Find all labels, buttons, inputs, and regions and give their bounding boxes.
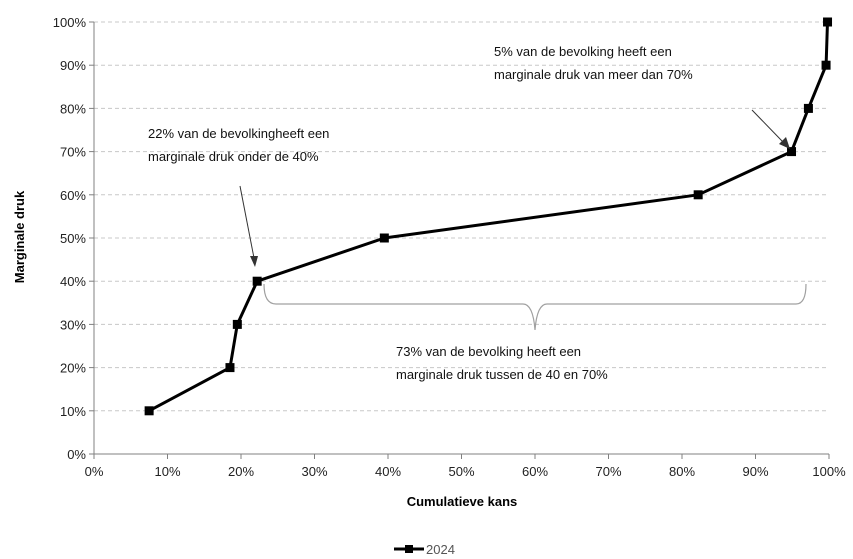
y-tick-label: 40%: [60, 274, 86, 289]
data-point: [252, 276, 262, 286]
data-point: [225, 363, 235, 373]
data-point: [787, 147, 797, 157]
annotation-brace: [263, 283, 807, 331]
annotation-low-line-1: 22% van de bevolkingheeft een: [148, 126, 329, 141]
data-point: [823, 17, 833, 27]
data-point: [693, 190, 703, 200]
x-tick-label: 10%: [154, 464, 180, 479]
y-tick-label: 30%: [60, 317, 86, 332]
annotation-high-arrowhead: [779, 137, 790, 149]
y-tick-labels: 0% 10% 20% 30% 40% 50% 60% 70% 80% 90% 100%: [53, 15, 87, 462]
y-axis-title: Marginale druk: [12, 190, 27, 283]
data-point: [144, 406, 154, 416]
series-2024: [144, 17, 833, 416]
series-line: [148, 21, 829, 413]
y-tick-label: 60%: [60, 188, 86, 203]
x-tick-label: 90%: [742, 464, 768, 479]
y-tick-label: 10%: [60, 404, 86, 419]
annotation-middle-line-1: 73% van de bevolking heeft een: [396, 344, 581, 359]
data-point: [379, 233, 389, 243]
y-tick-label: 80%: [60, 101, 86, 116]
x-tick-label: 80%: [669, 464, 695, 479]
annotation-middle: 73% van de bevolking heeft een marginale…: [263, 283, 807, 382]
x-tick-label: 60%: [522, 464, 548, 479]
x-tick-label: 30%: [301, 464, 327, 479]
x-tick-label: 0%: [85, 464, 104, 479]
y-tick-label: 70%: [60, 145, 86, 160]
annotation-high-arrow: [751, 109, 784, 143]
legend: 2024: [394, 542, 455, 557]
axes: [89, 21, 830, 459]
x-tick-labels: 0% 10% 20% 30% 40% 50% 60% 70% 80% 90% 100%: [85, 464, 846, 479]
y-tick-label: 50%: [60, 231, 86, 246]
y-tick-label: 20%: [60, 361, 86, 376]
annotation-high: 5% van de bevolking heeft een marginale …: [494, 44, 790, 149]
annotation-low-arrow: [239, 185, 255, 259]
x-tick-label: 70%: [595, 464, 621, 479]
x-tick-label: 50%: [448, 464, 474, 479]
y-tick-label: 90%: [60, 58, 86, 73]
x-tick-label: 40%: [375, 464, 401, 479]
data-point: [232, 319, 242, 329]
annotation-middle-line-2: marginale druk tussen de 40 en 70%: [396, 367, 608, 382]
x-tick-label: 100%: [812, 464, 846, 479]
annotation-low-line-2: marginale druk onder de 40%: [148, 149, 319, 164]
gridlines: [94, 21, 829, 412]
y-tick-label: 0%: [67, 447, 86, 462]
annotation-high-line-2: marginale druk van meer dan 70%: [494, 67, 693, 82]
annotation-low-arrowhead: [250, 256, 258, 267]
x-tick-label: 20%: [228, 464, 254, 479]
y-tick-label: 100%: [53, 15, 87, 30]
annotation-low: 22% van de bevolkingheeft een marginale …: [148, 126, 329, 267]
annotation-high-line-1: 5% van de bevolking heeft een: [494, 44, 672, 59]
data-point: [803, 103, 813, 113]
legend-marker: [405, 545, 413, 553]
x-axis-title: Cumulatieve kans: [407, 494, 518, 509]
legend-label: 2024: [426, 542, 455, 557]
data-point: [821, 60, 831, 70]
